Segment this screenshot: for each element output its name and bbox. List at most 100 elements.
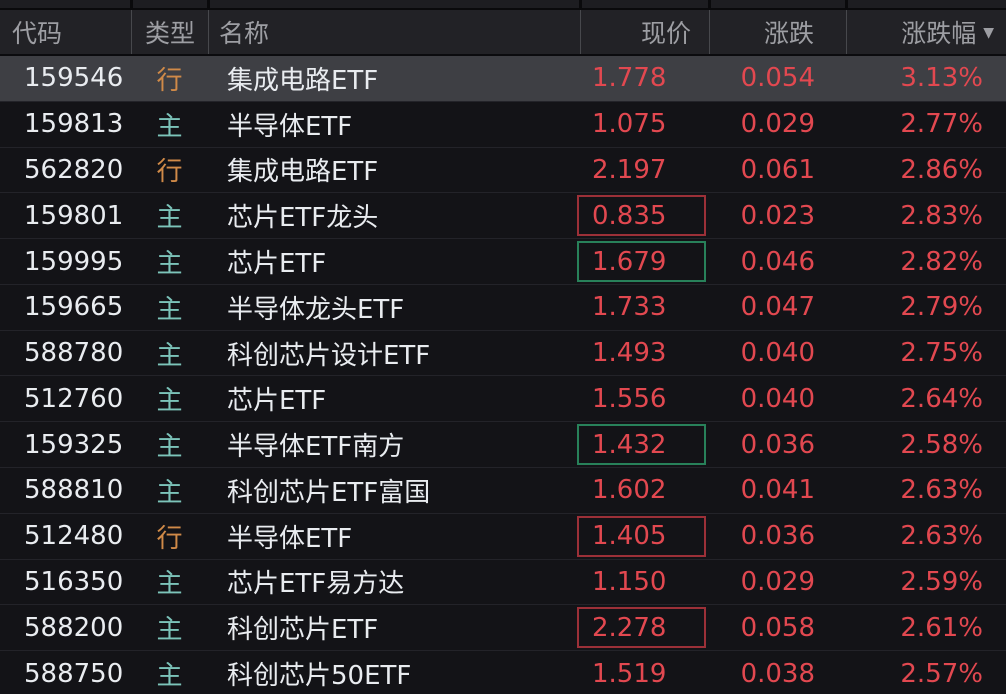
etf-last-price-cell: 1.150 — [580, 560, 709, 605]
etf-last-price: 2.278 — [592, 612, 667, 643]
price-flash-box — [577, 607, 706, 649]
table-row[interactable]: 159325 主 半导体ETF南方 1.432 0.036 2.58% — [0, 421, 1006, 468]
column-separator — [207, 0, 210, 8]
etf-change-percent: 2.64% — [900, 383, 983, 414]
etf-type-badge: 主 — [156, 111, 183, 142]
etf-change: 0.036 — [740, 429, 815, 460]
etf-last-price: 1.778 — [592, 63, 667, 94]
etf-last-price: 1.519 — [592, 658, 667, 689]
column-header-type[interactable]: 类型 — [131, 10, 208, 54]
column-header-name-label: 名称 — [219, 19, 270, 48]
etf-name: 半导体龙头ETF — [227, 294, 405, 325]
etf-last-price-cell: 1.075 — [580, 102, 709, 147]
table-row[interactable]: 512760 主 芯片ETF 1.556 0.040 2.64% — [0, 375, 1006, 422]
column-header-change[interactable]: 涨跌 — [709, 10, 846, 54]
etf-name: 半导体ETF南方 — [227, 432, 405, 463]
price-flash-box — [577, 195, 706, 237]
etf-last-price: 1.075 — [592, 109, 667, 140]
etf-change: 0.038 — [740, 658, 815, 689]
etf-code: 159325 — [24, 429, 124, 460]
etf-change: 0.029 — [740, 109, 815, 140]
etf-code: 159801 — [24, 200, 124, 231]
etf-name: 芯片ETF — [227, 249, 327, 280]
etf-code: 512480 — [24, 521, 124, 552]
etf-last-price-cell: 1.519 — [580, 651, 709, 694]
etf-change-percent: 2.79% — [900, 292, 983, 323]
etf-last-price: 1.405 — [592, 521, 667, 552]
table-row[interactable]: 159801 主 芯片ETF龙头 0.835 0.023 2.83% — [0, 192, 1006, 239]
price-flash-box — [577, 424, 706, 466]
etf-change: 0.061 — [740, 154, 815, 185]
etf-last-price: 1.150 — [592, 566, 667, 597]
etf-last-price-cell: 0.835 — [577, 193, 709, 238]
table-row[interactable]: 588810 主 科创芯片ETF富国 1.602 0.041 2.63% — [0, 467, 1006, 513]
etf-last-price-cell: 2.278 — [577, 605, 709, 650]
etf-change-percent: 2.57% — [900, 658, 983, 689]
table-row[interactable]: 562820 行 集成电路ETF 2.197 0.061 2.86% — [0, 146, 1006, 193]
column-separator — [845, 0, 848, 8]
table-row[interactable]: 159995 主 芯片ETF 1.679 0.046 2.82% — [0, 238, 1006, 284]
etf-type-badge: 行 — [156, 523, 183, 554]
etf-change-percent: 2.86% — [900, 154, 983, 185]
column-header-change-label: 涨跌 — [763, 19, 814, 48]
etf-change-percent: 2.58% — [900, 429, 983, 460]
table-top-edge — [0, 0, 1006, 10]
column-separator — [579, 0, 582, 8]
etf-change-percent: 2.63% — [900, 475, 983, 506]
table-row[interactable]: 159546 行 集成电路ETF 1.778 0.054 3.13% — [0, 56, 1006, 101]
table-row[interactable]: 588200 主 科创芯片ETF 2.278 0.058 2.61% — [0, 604, 1006, 651]
etf-last-price: 0.835 — [592, 200, 667, 231]
etf-name: 集成电路ETF — [227, 157, 379, 188]
etf-change-percent: 2.77% — [900, 109, 983, 140]
table-row[interactable]: 588750 主 科创芯片50ETF 1.519 0.038 2.57% — [0, 650, 1006, 694]
table-row[interactable]: 516350 主 芯片ETF易方达 1.150 0.029 2.59% — [0, 558, 1006, 605]
etf-change-percent: 3.13% — [900, 63, 983, 94]
etf-change-percent: 2.82% — [900, 246, 983, 277]
etf-last-price: 1.556 — [592, 383, 667, 414]
etf-last-price: 1.679 — [592, 246, 667, 277]
column-header-code[interactable]: 代码 — [0, 10, 131, 54]
etf-last-price-cell: 1.679 — [577, 239, 709, 284]
table-row[interactable]: 159813 主 半导体ETF 1.075 0.029 2.77% — [0, 100, 1006, 147]
etf-last-price-cell: 1.493 — [580, 331, 709, 376]
etf-type-badge: 主 — [156, 432, 183, 463]
etf-last-price-cell: 1.733 — [580, 285, 709, 330]
etf-last-price: 1.432 — [592, 429, 667, 460]
column-header-pct-label: 涨跌幅 — [901, 19, 977, 48]
etf-code: 516350 — [24, 566, 124, 597]
table-row[interactable]: 588780 主 科创芯片设计ETF 1.493 0.040 2.75% — [0, 329, 1006, 376]
column-separator — [708, 0, 711, 8]
etf-type-badge: 主 — [156, 203, 183, 234]
etf-change: 0.040 — [740, 338, 815, 369]
etf-type-badge: 主 — [156, 386, 183, 417]
etf-change: 0.054 — [740, 63, 815, 94]
etf-code: 562820 — [24, 154, 124, 185]
etf-name: 科创芯片ETF富国 — [227, 477, 431, 508]
table-header: 代码 类型 名称 现价 涨跌 涨跌幅 ▼ — [0, 10, 1006, 56]
etf-type-badge: 主 — [156, 615, 183, 646]
etf-code: 588750 — [24, 658, 124, 689]
etf-change-percent: 2.63% — [900, 521, 983, 552]
etf-code: 512760 — [24, 383, 124, 414]
etf-change: 0.029 — [740, 566, 815, 597]
etf-type-badge: 主 — [156, 569, 183, 600]
etf-code: 159546 — [24, 63, 124, 94]
etf-last-price-cell: 2.197 — [580, 148, 709, 193]
etf-last-price: 1.493 — [592, 338, 667, 369]
column-header-pct-sorted[interactable]: 涨跌幅 ▼ — [846, 10, 1006, 54]
column-header-code-label: 代码 — [12, 19, 63, 48]
etf-name: 科创芯片设计ETF — [227, 340, 431, 371]
table-row[interactable]: 159665 主 半导体龙头ETF 1.733 0.047 2.79% — [0, 283, 1006, 330]
etf-type-badge: 主 — [156, 340, 183, 371]
etf-last-price: 2.197 — [592, 154, 667, 185]
column-header-type-label: 类型 — [144, 19, 195, 48]
column-header-name[interactable]: 名称 — [208, 10, 580, 54]
etf-type-badge: 行 — [156, 65, 183, 96]
etf-change: 0.023 — [740, 200, 815, 231]
etf-change-percent: 2.59% — [900, 566, 983, 597]
etf-type-badge: 主 — [156, 294, 183, 325]
etf-code: 159665 — [24, 292, 124, 323]
column-header-price[interactable]: 现价 — [580, 10, 709, 54]
table-row[interactable]: 512480 行 半导体ETF 1.405 0.036 2.63% — [0, 512, 1006, 559]
